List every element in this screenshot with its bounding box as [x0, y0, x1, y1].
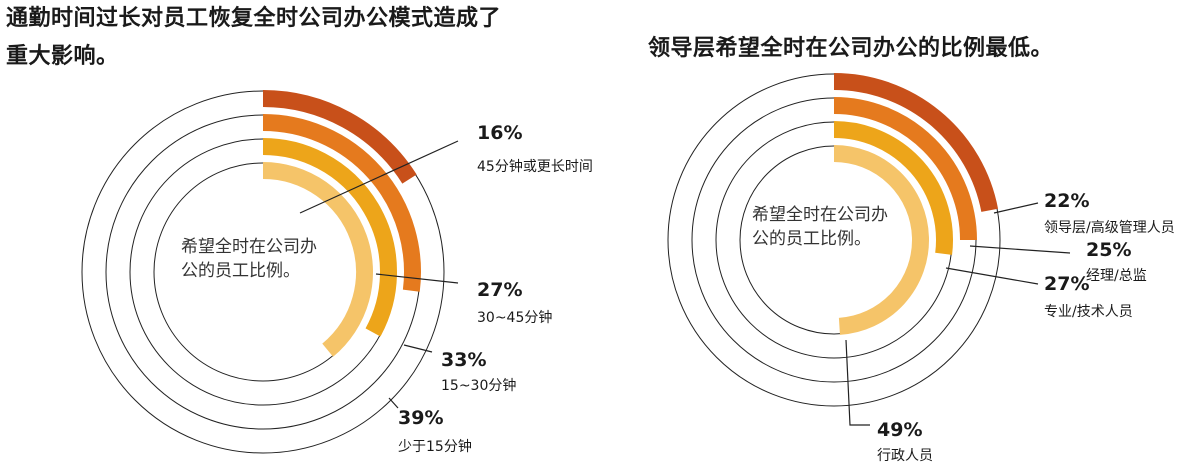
- chart-0-value-label-1: 27%: [477, 279, 522, 301]
- chart-1-leader-line-1: [969, 245, 1071, 254]
- chart-0-bar-0: [262, 90, 417, 184]
- chart-1-guide-circle-0: [667, 73, 1001, 407]
- chart-0-value-label-0: 16%: [477, 122, 522, 144]
- chart-0-center-label-1: 公的员工比例。: [181, 261, 300, 281]
- chart-1-leader-line-3: [845, 339, 870, 426]
- chart-1-bar-0: [833, 73, 999, 212]
- chart-0-leader-line-0: [299, 140, 459, 214]
- chart-title-commute: 通勤时间过长对员工恢复全时公司办公模式造成了重大影响。: [6, 6, 502, 69]
- chart-1-value-label-3: 49%: [877, 419, 922, 441]
- chart-1-leader-line-2: [945, 267, 1039, 285]
- chart-1-category-label-2: 专业/技术人员: [1044, 304, 1133, 320]
- chart-1-bar-3: [833, 145, 929, 335]
- chart-0-center-label-0: 希望全时在公司办: [181, 237, 317, 257]
- chart-1-center-label-0: 希望全时在公司办: [752, 205, 888, 225]
- chart-0-category-label-2: 15~30分钟: [441, 377, 516, 394]
- chart-0-category-label-3: 少于15分钟: [398, 438, 472, 455]
- chart-1-bar-2: [833, 121, 953, 255]
- chart-0-value-label-3: 39%: [398, 407, 443, 429]
- chart-1-leader-line-0: [993, 202, 1039, 214]
- chart-1-category-label-3: 行政人员: [877, 448, 933, 464]
- chart-0-value-label-2: 33%: [441, 349, 486, 371]
- chart-0-leader-line-3: [388, 397, 399, 409]
- chart-0-category-label-0: 45分钟或更长时间: [477, 158, 593, 175]
- chart-0-leader-line-1: [375, 273, 459, 284]
- chart-0-bar-1: [262, 114, 421, 292]
- chart-0-leader-line-2: [403, 344, 433, 353]
- chart-1-center-label-1: 公的员工比例。: [752, 229, 871, 249]
- chart-title-role: 领导层希望全时在公司办公的比例最低。: [648, 36, 1054, 61]
- chart-1-bar-1: [833, 97, 977, 241]
- chart-0-category-label-1: 30~45分钟: [477, 309, 552, 326]
- chart-1-value-label-2: 27%: [1044, 273, 1089, 295]
- chart-0-bar-3: [262, 162, 373, 357]
- chart-1-category-label-1: 经理/总监: [1086, 268, 1147, 284]
- chart-1-category-label-0: 领导层/高级管理人员: [1044, 219, 1175, 236]
- chart-1-value-label-0: 22%: [1044, 190, 1089, 212]
- chart-1-value-label-1: 25%: [1086, 239, 1131, 261]
- chart-0-bar-2: [262, 138, 397, 337]
